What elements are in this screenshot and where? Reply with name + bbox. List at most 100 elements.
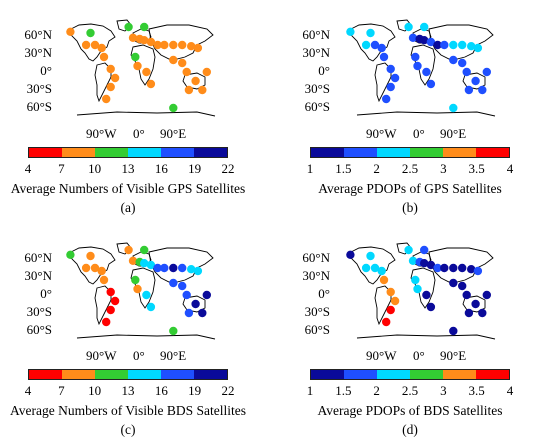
colorbar-segment: [443, 148, 476, 157]
station-marker: [426, 260, 436, 270]
station-marker: [449, 326, 458, 336]
station-marker: [128, 256, 138, 265]
station-marker: [193, 266, 203, 276]
station-marker: [467, 265, 476, 274]
station-marker: [66, 27, 75, 36]
station-marker: [422, 67, 431, 77]
station-marker: [386, 305, 395, 315]
colorbar-tick-label: 7: [58, 161, 65, 176]
colorbar-segment: [62, 370, 95, 379]
colorbar-segment: [194, 148, 227, 157]
station-marker: [169, 263, 178, 273]
station-marker: [110, 73, 120, 83]
colorbar-tick-label: 4: [506, 383, 514, 398]
station-marker: [106, 305, 115, 315]
station-marker: [411, 275, 420, 285]
lat-label-30n-c: 30°N: [24, 268, 52, 283]
station-marker: [169, 40, 178, 50]
landmass-outline: [428, 247, 494, 283]
lat-label-60s-c: 60°S: [26, 322, 52, 337]
station-marker: [160, 40, 169, 50]
station-marker: [169, 55, 178, 65]
colorbar-segment: [377, 148, 410, 157]
station-marker: [169, 278, 178, 288]
station-marker: [140, 36, 149, 45]
landmass-outline: [428, 24, 494, 60]
lat-label-30n-d: 30°N: [302, 268, 330, 283]
station-marker: [449, 103, 458, 113]
colorbar-segment: [476, 148, 509, 157]
colorbar-segment: [410, 370, 443, 379]
station-marker: [97, 43, 106, 53]
panel-label-d: (d): [402, 422, 418, 437]
station-marker: [464, 308, 474, 318]
lat-label-60s-d: 60°S: [304, 322, 330, 337]
landmass-outline: [148, 24, 214, 60]
colorbar-c: [28, 369, 228, 380]
station-marker: [81, 263, 91, 273]
station-marker: [458, 263, 467, 273]
colorbar-segment: [29, 370, 62, 379]
colorbar-tick-label: 16: [154, 161, 168, 176]
station-marker: [467, 42, 476, 51]
colorbar-tick-label: 22: [221, 383, 235, 398]
station-marker: [146, 79, 156, 89]
station-marker: [426, 302, 436, 312]
colorbar-tick-label: 3.5: [468, 383, 485, 398]
station-marker: [169, 103, 178, 113]
station-marker: [379, 52, 389, 62]
colorbar-segment: [161, 148, 194, 157]
station-marker: [182, 290, 191, 300]
lat-label-0-c: 0°: [40, 286, 52, 301]
colorbar-tick-label: 19: [188, 161, 202, 176]
colorbar-tick-label: 3.5: [468, 161, 485, 176]
colorbar-segment: [311, 148, 344, 157]
station-marker: [408, 256, 418, 265]
colorbar-tick-label: 13: [121, 161, 135, 176]
lon-label-90w: 90°W: [86, 126, 117, 141]
station-marker: [471, 299, 480, 309]
station-marker: [478, 85, 487, 95]
station-marker: [102, 317, 111, 327]
colorbar-tick-label: 3: [440, 161, 447, 176]
lon-label-90w-d: 90°W: [366, 348, 397, 363]
colorbar-tick-label: 4: [24, 161, 32, 176]
lon-label-90w-c: 90°W: [86, 348, 117, 363]
station-marker: [420, 245, 429, 255]
station-marker: [426, 79, 436, 89]
station-marker: [390, 296, 400, 306]
colorbar-segment: [344, 148, 377, 157]
station-marker: [97, 266, 106, 276]
colorbar-tick-label: 4: [24, 383, 32, 398]
station-marker: [202, 290, 211, 300]
station-marker: [178, 281, 187, 291]
station-marker: [390, 73, 400, 83]
station-marker: [377, 266, 386, 276]
station-marker: [440, 263, 449, 273]
colorbar-segment: [95, 370, 128, 379]
lon-label-90w-b: 90°W: [366, 126, 397, 141]
station-marker: [160, 263, 169, 273]
colorbar-segment: [410, 148, 443, 157]
station-marker: [379, 275, 389, 285]
colorbar-segment: [128, 370, 161, 379]
station-marker: [146, 302, 156, 312]
colorbar-tick-label: 2.5: [401, 383, 419, 398]
world-map-b: [346, 19, 496, 117]
colorbar-tick-label: 2.5: [401, 161, 419, 176]
station-marker: [411, 52, 420, 62]
station-marker: [366, 251, 375, 261]
station-marker: [146, 260, 156, 270]
landmass-outline: [356, 111, 496, 117]
lon-label-90e-b: 90°E: [440, 126, 467, 141]
station-marker: [198, 85, 207, 95]
colorbar-segment: [476, 370, 509, 379]
station-marker: [142, 290, 151, 300]
world-map-c: [66, 242, 216, 340]
station-marker: [142, 67, 151, 77]
station-marker: [99, 52, 109, 62]
station-marker: [458, 281, 467, 291]
station-marker: [178, 40, 187, 50]
station-marker: [386, 64, 395, 74]
station-marker: [178, 58, 187, 68]
